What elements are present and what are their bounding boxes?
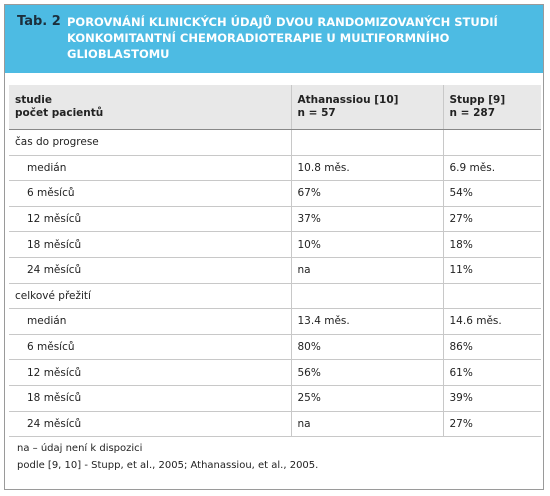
cell: medián [9, 308, 291, 335]
cell: 6 měsíců [9, 334, 291, 361]
data-row: 12 měsíců 37% 27% [9, 206, 541, 233]
header-text: n = 57 [297, 107, 336, 119]
header: Tab. 2 POROVNÁNÍ KLINICKÝCH ÚDAJŮ DVOU R… [5, 5, 543, 73]
data-row: medián 13.4 měs. 14.6 měs. [9, 308, 541, 335]
section-row: čas do progrese [9, 129, 541, 156]
title-line: KONKOMITANTNÍ CHEMORADIOTERAPIE U MULTIF… [67, 31, 450, 45]
section-row: celkové přežití [9, 283, 541, 310]
cell: 18% [442, 231, 541, 258]
cell: 61% [442, 359, 541, 386]
cell: 80% [290, 334, 443, 361]
cell: 39% [442, 385, 541, 412]
frame: Tab. 2 POROVNÁNÍ KLINICKÝCH ÚDAJŮ DVOU R… [4, 4, 544, 490]
empty-cell [442, 283, 541, 310]
header-text: počet pacientů [15, 107, 104, 119]
title-line: GLIOBLASTOMU [67, 47, 170, 61]
cell: medián [9, 155, 291, 182]
cell: 10% [290, 231, 443, 258]
empty-cell [290, 283, 443, 310]
data-row: 18 měsíců 25% 39% [9, 385, 541, 412]
cell: 37% [290, 206, 443, 233]
data-row: 12 měsíců 56% 61% [9, 359, 541, 386]
cell: 18 měsíců [9, 231, 291, 258]
cell: 18 měsíců [9, 385, 291, 412]
footnote: podle [9, 10] - Stupp, et al., 2005; Ath… [17, 460, 319, 471]
cell: 24 měsíců [9, 411, 291, 438]
cell: 25% [290, 385, 443, 412]
cell: 10.8 měs. [290, 155, 443, 182]
cell: 12 měsíců [9, 206, 291, 233]
cell: 56% [290, 359, 443, 386]
cell: 27% [442, 411, 541, 438]
cell: na [290, 411, 443, 438]
header-text: Athanassiou [10] [297, 94, 399, 106]
cell: 86% [442, 334, 541, 361]
cell: 6.9 měs. [442, 155, 541, 182]
data-row: 24 měsíců na 11% [9, 257, 541, 284]
footnotes: na – údaj není k dispozici podle [9, 10] … [17, 440, 318, 474]
section-title: čas do progrese [9, 129, 291, 156]
header-text: n = 287 [449, 107, 496, 119]
cell: 54% [442, 180, 541, 207]
empty-cell [290, 129, 443, 156]
header-cell: Stupp [9] n = 287 [442, 85, 541, 130]
cell: 14.6 měs. [442, 308, 541, 335]
empty-cell [442, 129, 541, 156]
cell: 67% [290, 180, 443, 207]
cell: 12 měsíců [9, 359, 291, 386]
cell: 6 měsíců [9, 180, 291, 207]
table: studie počet pacientů Athanassiou [10] n = … [9, 85, 541, 438]
table-label: Tab. 2 [17, 14, 61, 29]
title-line: POROVNÁNÍ KLINICKÝCH ÚDAJŮ DVOU RANDOMIZ… [67, 15, 498, 29]
data-row: 18 měsíců 10% 18% [9, 231, 541, 258]
header-text: Stupp [9] [449, 94, 506, 106]
cell: 24 měsíců [9, 257, 291, 284]
data-row: 24 měsíců na 27% [9, 411, 541, 438]
section-title: celkové přežití [9, 283, 291, 310]
data-row: medián 10.8 měs. 6.9 měs. [9, 155, 541, 182]
header-row: studie počet pacientů Athanassiou [10] n = … [9, 85, 541, 130]
table-title: POROVNÁNÍ KLINICKÝCH ÚDAJŮ DVOU RANDOMIZ… [67, 14, 498, 62]
cell: na [290, 257, 443, 284]
data-row: 6 měsíců 67% 54% [9, 180, 541, 207]
cell: 27% [442, 206, 541, 233]
data-row: 6 měsíců 80% 86% [9, 334, 541, 361]
footnote: na – údaj není k dispozici [17, 443, 143, 454]
header-cell: Athanassiou [10] n = 57 [290, 85, 443, 130]
header-cell: studie počet pacientů [9, 85, 291, 130]
header-text: studie [15, 94, 52, 106]
cell: 11% [442, 257, 541, 284]
cell: 13.4 měs. [290, 308, 443, 335]
